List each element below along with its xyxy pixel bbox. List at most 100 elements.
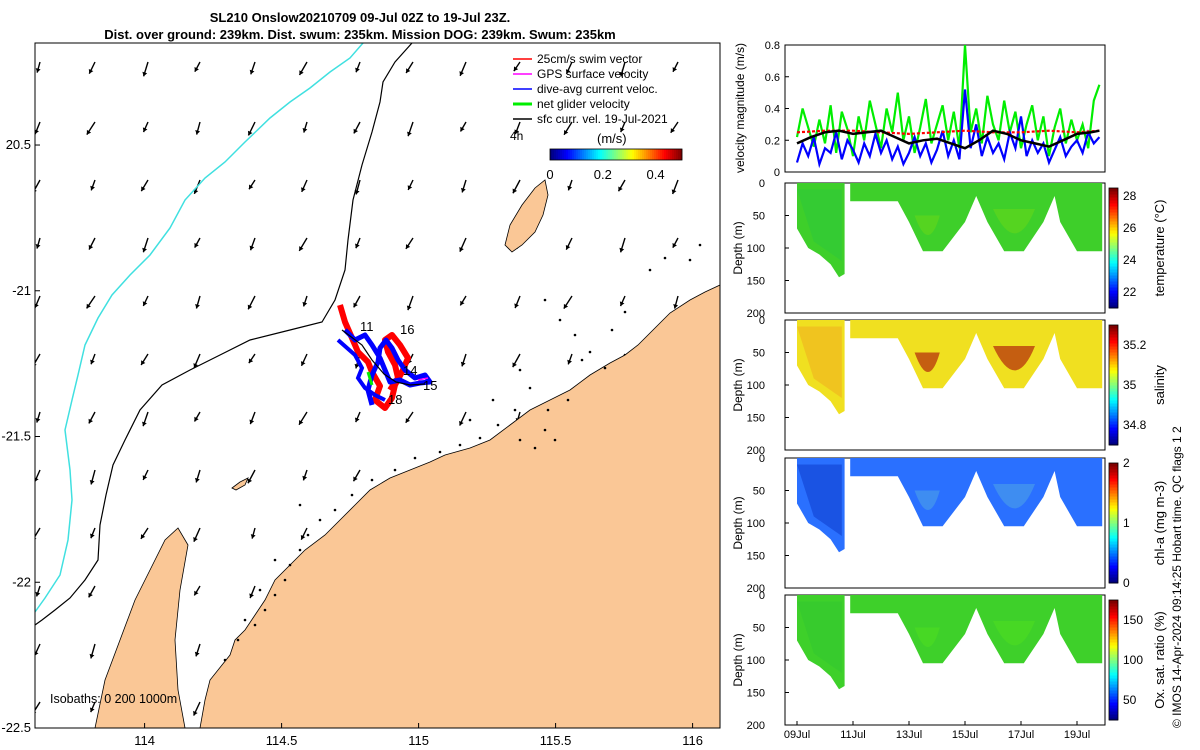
colorbar-tick-label: 0.2 bbox=[594, 167, 612, 182]
current-arrow bbox=[35, 701, 41, 712]
reef-dot bbox=[648, 268, 652, 272]
map-x-tick-label: 115.5 bbox=[540, 733, 572, 748]
reef-dot bbox=[553, 438, 557, 442]
reef-dot bbox=[468, 418, 472, 422]
svg-text:sfc curr. vel. 19-Jul-2021: sfc curr. vel. 19-Jul-2021 bbox=[537, 112, 668, 126]
reef-dot bbox=[610, 328, 614, 332]
map-x-tick-label: 115 bbox=[408, 733, 429, 748]
reef-dot bbox=[438, 450, 442, 454]
footer-credit: © IMOS 14-Apr-2024 09:14:25 Hobart time.… bbox=[1170, 426, 1184, 728]
reef-dot bbox=[458, 443, 462, 447]
reef-dot bbox=[333, 508, 337, 512]
reef-dot bbox=[318, 518, 322, 522]
reef-dot bbox=[518, 438, 522, 442]
reef-dot bbox=[306, 533, 310, 537]
reef-dot bbox=[698, 243, 702, 247]
reef-dot bbox=[513, 408, 517, 412]
reef-dot bbox=[518, 368, 522, 372]
reef-dot bbox=[603, 366, 607, 370]
colorbar-unit-label: (m/s) bbox=[597, 131, 627, 146]
svg-text:25cm/s swim vector: 25cm/s swim vector bbox=[537, 52, 642, 66]
reef-dot bbox=[688, 258, 692, 262]
map-y-tick-label: -21.5 bbox=[1, 429, 31, 444]
reef-dot bbox=[491, 398, 495, 402]
map-y-ticks: 20.5 -21 -21.5 -22 -22.5 bbox=[1, 137, 40, 735]
map-colorbar bbox=[549, 148, 683, 161]
colorbar-tick-label: 0 bbox=[546, 167, 553, 182]
reef-dot bbox=[588, 350, 592, 354]
reef-dot bbox=[478, 436, 482, 440]
map-frame bbox=[34, 42, 721, 729]
reef-dot bbox=[258, 588, 262, 592]
legend-item: net glider velocity bbox=[513, 97, 630, 111]
map-y-tick-label: -22 bbox=[12, 574, 31, 589]
reef-dot bbox=[558, 318, 562, 322]
reef-dot bbox=[393, 468, 397, 472]
reef-dot bbox=[298, 548, 302, 552]
map-y-tick-label: 20.5 bbox=[6, 137, 31, 152]
reef-dots bbox=[223, 243, 702, 662]
day-label: 14 bbox=[403, 363, 417, 378]
legend-item: sfc curr. vel. 19-Jul-2021 bbox=[513, 112, 668, 126]
reef-dot bbox=[546, 408, 550, 412]
glider-track bbox=[336, 304, 433, 411]
reef-dot bbox=[298, 503, 302, 507]
reef-dot bbox=[528, 386, 532, 390]
reef-dot bbox=[663, 256, 667, 260]
reef-dot bbox=[543, 298, 547, 302]
map-x-ticks: 114 114.5 115 115.5 116 bbox=[134, 723, 703, 748]
svg-text:net glider velocity: net glider velocity bbox=[537, 97, 630, 111]
peninsula-land bbox=[94, 527, 189, 728]
isobath-label: Isobaths: 0 200 1000m bbox=[50, 692, 177, 706]
reef-dot bbox=[533, 446, 537, 450]
reef-dot bbox=[543, 428, 547, 432]
day-label: 15 bbox=[423, 378, 437, 393]
svg-text:GPS surface velocity: GPS surface velocity bbox=[537, 67, 648, 81]
reef-dot bbox=[288, 563, 292, 567]
day-label: 11 bbox=[360, 319, 374, 334]
day-labels: 11 16 14 15 18 bbox=[360, 319, 437, 407]
map-colorbar-ticks: 0 0.2 0.4 bbox=[546, 167, 664, 182]
reef-dot bbox=[573, 333, 577, 337]
isobath-200m bbox=[35, 43, 413, 626]
legend-item: 25cm/s swim vector bbox=[513, 52, 642, 66]
reef-dot bbox=[413, 456, 417, 460]
map-x-tick-label: 114.5 bbox=[266, 733, 298, 748]
legend-item: dive-avg current veloc. bbox=[513, 82, 658, 96]
current-arrow bbox=[35, 179, 41, 191]
reef-dot bbox=[623, 310, 627, 314]
map-x-tick-label: 116 bbox=[682, 733, 703, 748]
reef-dot bbox=[273, 558, 277, 562]
island-large bbox=[504, 179, 549, 253]
island-small bbox=[231, 477, 249, 491]
reef-dot bbox=[236, 638, 240, 642]
isobath-1000m bbox=[35, 43, 364, 613]
mainland-coast bbox=[199, 284, 720, 728]
reef-dot bbox=[253, 623, 257, 627]
day-label: 18 bbox=[388, 392, 402, 407]
colorbar-tick-label: 0.4 bbox=[647, 167, 665, 182]
chart-title: SL210 Onslow20210709 09-Jul 02Z to 19-Ju… bbox=[209, 10, 511, 25]
current-arrow bbox=[35, 527, 41, 538]
reef-dot bbox=[263, 608, 267, 612]
chart-subtitle: Dist. over ground: 239km. Dist. swum: 23… bbox=[104, 27, 616, 42]
day-label: 16 bbox=[400, 322, 414, 337]
reef-dot bbox=[566, 398, 570, 402]
svg-text:dive-avg current veloc.: dive-avg current veloc. bbox=[537, 82, 658, 96]
reef-dot bbox=[370, 478, 374, 482]
map-y-tick-label: -22.5 bbox=[1, 720, 31, 735]
time-step-label: 4h bbox=[510, 129, 523, 143]
map-x-tick-label: 114 bbox=[134, 733, 155, 748]
reef-dot bbox=[243, 618, 247, 622]
legend-item: GPS surface velocity bbox=[513, 67, 648, 81]
reef-dot bbox=[350, 493, 354, 497]
map-y-tick-label: -21 bbox=[12, 283, 31, 298]
reef-dot bbox=[273, 593, 277, 597]
reef-dot bbox=[223, 658, 227, 662]
reef-dot bbox=[496, 423, 500, 427]
reef-dot bbox=[580, 358, 584, 362]
reef-dot bbox=[283, 578, 287, 582]
current-arrow bbox=[35, 353, 41, 365]
